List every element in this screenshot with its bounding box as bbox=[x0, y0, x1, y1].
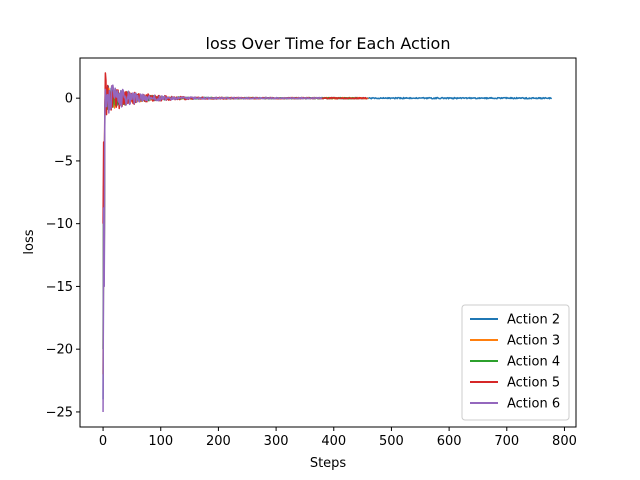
x-tick-label: 600 bbox=[437, 434, 462, 449]
x-tick-label: 200 bbox=[206, 434, 231, 449]
y-axis: −25 −20 −15 −10 −5 0 bbox=[46, 92, 80, 420]
x-tick-label: 400 bbox=[321, 434, 346, 449]
series-lines bbox=[102, 72, 552, 412]
x-tick-label: 700 bbox=[494, 434, 519, 449]
x-axis: 0 100 200 300 400 500 600 700 800 bbox=[99, 427, 577, 449]
legend-label: Action 4 bbox=[507, 355, 560, 370]
legend-label: Action 2 bbox=[507, 313, 560, 328]
y-tick-label: −25 bbox=[46, 405, 73, 420]
plot-area bbox=[79, 57, 577, 428]
y-axis-title: loss bbox=[22, 229, 37, 254]
x-tick-label: 100 bbox=[148, 434, 173, 449]
y-tick-label: −10 bbox=[46, 217, 73, 232]
y-tick-label: −5 bbox=[54, 154, 73, 169]
legend-label: Action 6 bbox=[507, 397, 560, 412]
y-tick-label: −15 bbox=[46, 280, 73, 295]
x-tick-label: 0 bbox=[99, 434, 107, 449]
chart-title: loss Over Time for Each Action bbox=[206, 34, 451, 53]
legend: Action 2 Action 3 Action 4 Action 5 Action 6 bbox=[461, 304, 570, 421]
legend-label: Action 5 bbox=[507, 376, 560, 391]
legend-box bbox=[461, 304, 570, 421]
x-tick-label: 800 bbox=[552, 434, 577, 449]
series-line-action-6 bbox=[102, 84, 323, 412]
y-tick-label: −20 bbox=[46, 343, 73, 358]
x-tick-label: 300 bbox=[264, 434, 289, 449]
y-tick-label: 0 bbox=[65, 92, 73, 107]
plot-frame bbox=[79, 57, 577, 428]
x-tick-label: 500 bbox=[379, 434, 404, 449]
x-axis-title: Steps bbox=[310, 456, 347, 471]
legend-label: Action 3 bbox=[507, 334, 560, 349]
